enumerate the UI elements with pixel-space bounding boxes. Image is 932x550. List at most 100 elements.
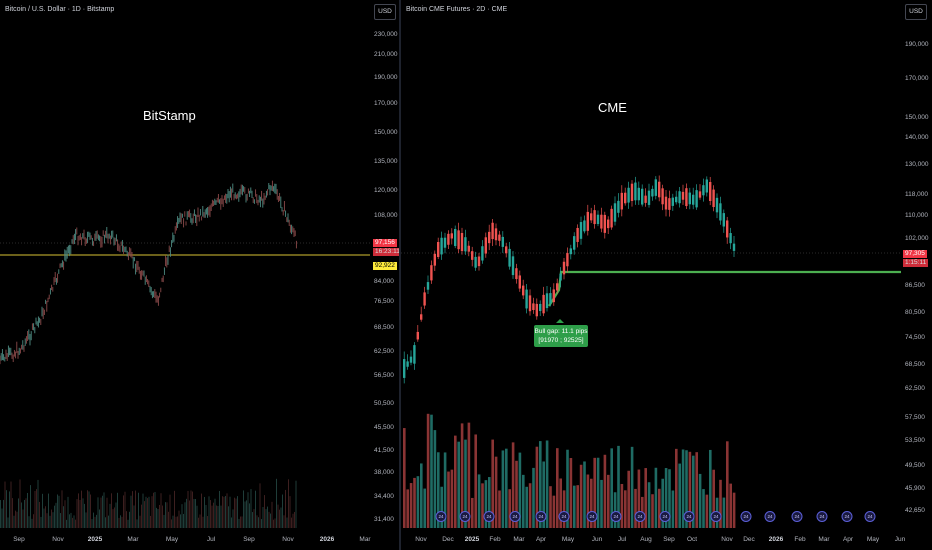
bitstamp-price-chart[interactable] — [0, 0, 400, 550]
last-price-tag: 97,305 — [903, 250, 927, 258]
candle-body — [498, 234, 501, 241]
dividend-icon[interactable]: 24 — [558, 511, 570, 522]
dividend-icon[interactable]: 24 — [459, 511, 471, 522]
candle-body — [678, 191, 681, 204]
dividend-icon[interactable]: 24 — [864, 511, 876, 522]
time-axis-label: Nov — [282, 536, 294, 543]
volume-bar — [258, 517, 259, 528]
volume-bar — [413, 477, 416, 528]
volume-bar — [141, 504, 142, 528]
volume-bar — [115, 502, 117, 528]
volume-bar — [559, 478, 562, 528]
volume-bar — [692, 455, 695, 528]
volume-bar — [0, 500, 1, 528]
currency-badge[interactable]: USD — [374, 4, 396, 20]
candle-body — [593, 210, 596, 225]
dividend-icon[interactable]: 24 — [710, 511, 722, 522]
dividend-icon[interactable]: 24 — [740, 511, 752, 522]
dividend-icon[interactable]: 24 — [509, 511, 521, 522]
volume-bar — [21, 502, 22, 528]
dividend-icon[interactable]: 24 — [535, 511, 547, 522]
volume-bar — [433, 430, 437, 528]
dividend-icon[interactable]: 24 — [841, 511, 853, 522]
last-price-tag: 97,156 — [373, 239, 397, 247]
dividend-icon[interactable]: 24 — [610, 511, 622, 522]
volume-bar — [57, 494, 58, 528]
candle-body — [617, 200, 620, 213]
volume-bar — [4, 481, 6, 528]
chart-pane-bitstamp[interactable]: Bitcoin / U.S. Dollar · 1D · Bitstamp Bi… — [0, 0, 402, 550]
price-axis-label: 190,000 — [905, 41, 929, 48]
volume-bar — [292, 513, 294, 528]
cme-price-chart[interactable] — [401, 0, 932, 550]
volume-bar — [627, 470, 630, 528]
volume-bar — [279, 509, 280, 528]
dividend-icon[interactable]: 24 — [586, 511, 598, 522]
price-axis-label: 230,000 — [374, 31, 398, 38]
volume-bar — [240, 516, 241, 528]
volume-bar — [22, 509, 24, 528]
chart-pane-cme[interactable]: Bitcoin CME Futures · 2D · CME CME USD 1… — [401, 0, 932, 550]
volume-bar — [262, 507, 264, 528]
volume-bar — [255, 490, 256, 528]
dividend-icon[interactable]: 24 — [683, 511, 695, 522]
volume-bar — [406, 489, 409, 528]
volume-bar — [695, 452, 698, 528]
volume-bar — [280, 507, 282, 528]
volume-bar — [709, 449, 712, 528]
volume-bar — [114, 507, 115, 528]
volume-bar — [40, 516, 42, 528]
volume-bar — [96, 514, 97, 528]
dividend-icon[interactable]: 24 — [816, 511, 828, 522]
candle-body — [488, 231, 491, 244]
volume-bar — [542, 461, 545, 528]
volume-bar — [600, 479, 603, 528]
candle-body — [692, 194, 695, 205]
volume-bar — [288, 479, 289, 528]
volume-bar — [491, 439, 494, 528]
dividend-icon[interactable]: 24 — [791, 511, 803, 522]
dividend-icon[interactable]: 24 — [764, 511, 776, 522]
symbol-title[interactable]: Bitcoin / U.S. Dollar · 1D · Bitstamp — [5, 6, 115, 13]
time-axis-label: Mar — [127, 536, 139, 543]
volume-bar — [722, 497, 726, 528]
volume-bar — [283, 515, 285, 528]
candle-body — [505, 246, 508, 254]
volume-bar — [223, 496, 225, 528]
volume-bar — [3, 499, 4, 528]
volume-bar — [148, 496, 150, 528]
price-axis-label: 102,000 — [905, 235, 929, 242]
candle-body — [440, 237, 443, 255]
countdown-tag: 1:15:11 — [903, 259, 929, 267]
volume-bar — [15, 510, 16, 528]
dividend-icon[interactable]: 24 — [435, 511, 447, 522]
candle-body — [664, 196, 668, 210]
volume-bar — [216, 505, 217, 528]
dividend-icon[interactable]: 24 — [483, 511, 495, 522]
candle-body — [705, 179, 708, 193]
volume-bar — [644, 468, 647, 528]
volume-bar — [121, 516, 123, 528]
candle-body — [423, 292, 426, 306]
volume-bar — [464, 439, 467, 528]
volume-bar — [274, 518, 276, 528]
candle-body — [562, 261, 566, 275]
symbol-title[interactable]: Bitcoin CME Futures · 2D · CME — [406, 6, 508, 13]
candle-body — [437, 242, 440, 257]
dividend-icon[interactable]: 24 — [634, 511, 646, 522]
volume-bar — [447, 471, 450, 528]
volume-bar — [171, 519, 172, 528]
volume-bar — [225, 496, 226, 528]
price-axis-label: 110,000 — [905, 212, 929, 219]
pane-divider[interactable] — [399, 0, 401, 550]
volume-bar — [583, 461, 586, 528]
volume-bar — [477, 474, 481, 528]
candle-body — [430, 265, 433, 281]
dividend-icon[interactable]: 24 — [659, 511, 671, 522]
currency-badge[interactable]: USD — [905, 4, 927, 20]
volume-bar — [109, 503, 111, 528]
volume-bar — [81, 490, 82, 528]
candle-body — [573, 236, 576, 250]
volume-bar — [267, 506, 268, 528]
candle-body — [658, 181, 661, 198]
